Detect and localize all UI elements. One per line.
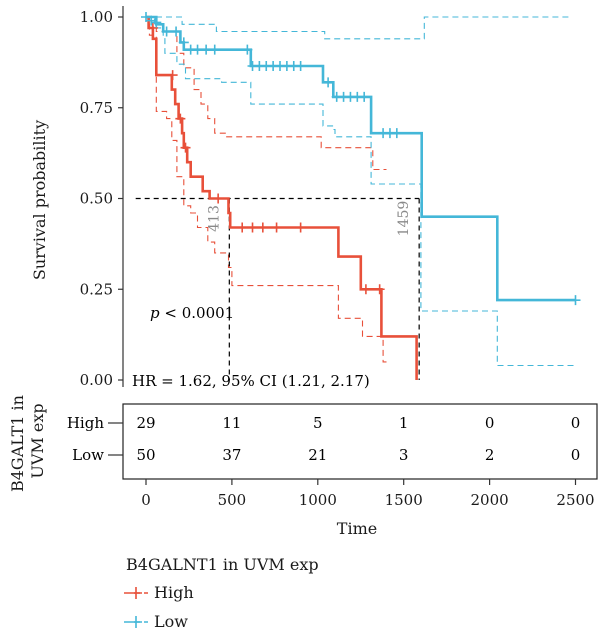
risk-row-label: Low: [72, 446, 104, 464]
y-tick-layer: 0.00 0.25 0.50 0.75 1.00: [80, 8, 123, 389]
legend-items: High Low: [124, 583, 194, 631]
risk-count-cell: 21: [308, 446, 327, 464]
censor-mark-high: [257, 222, 268, 233]
censor-mark-high: [180, 142, 191, 153]
censor-mark-high: [247, 222, 258, 233]
y-axis-title: Survival probability: [30, 120, 49, 280]
censor-mark-low: [201, 44, 212, 55]
p-value-annotation: p < 0.0001: [150, 304, 234, 322]
median-label: 1459: [396, 201, 412, 237]
censor-mark-high: [271, 222, 282, 233]
p-value-symbol: p: [150, 304, 160, 322]
censor-mark-low: [151, 17, 162, 28]
censor-mark-low: [391, 128, 402, 139]
x-tick-label: 500: [218, 491, 247, 509]
censor-mark-high: [237, 222, 248, 233]
censor-mark-low: [178, 37, 189, 48]
risk-table-title-line2: UVM exp: [28, 403, 47, 478]
x-tick-label: 2000: [471, 491, 509, 509]
censor-mark-low: [359, 91, 370, 102]
ci-lower-high: [146, 16, 387, 363]
censor-mark-low: [570, 295, 581, 306]
y-tick-label: 0.25: [80, 280, 113, 298]
risk-count-cell: 11: [222, 414, 241, 432]
censor-mark-high: [374, 284, 385, 295]
y-tick-label: 0.00: [80, 371, 113, 389]
censor-mark-low: [171, 26, 182, 37]
risk-table-title-line1: B4GALT1 in: [8, 395, 27, 492]
x-tick-label: 0: [141, 491, 151, 509]
censor-mark-low: [192, 44, 203, 55]
risk-count-cell: 0: [571, 414, 581, 432]
hazard-ratio-annotation: HR = 1.62, 95% CI (1.21, 2.17): [132, 372, 370, 390]
censor-mark-low: [242, 44, 253, 55]
censor-mark-low: [295, 61, 306, 72]
x-tick-label: 2500: [556, 491, 594, 509]
legend-title: B4GALNT1 in UVM exp: [126, 555, 319, 574]
legend-cross-high: [130, 587, 142, 599]
risk-count-cell: 50: [136, 446, 155, 464]
censor-mark-low: [146, 15, 157, 26]
censor-mark-high: [147, 22, 158, 33]
risk-count-cell: 37: [222, 446, 241, 464]
x-axis-title: Time: [337, 519, 377, 538]
risk-count-cell: 1: [399, 414, 409, 432]
censor-mark-low: [209, 44, 220, 55]
risk-row-label: High: [67, 414, 104, 432]
y-tick-label: 0.75: [80, 99, 113, 117]
survival-plot-panel: 413 1459 0.00 0.25 0.50 0.75 1.00 Survival pr…: [30, 6, 581, 390]
censor-mark-high: [213, 193, 224, 204]
risk-count-cell: 5: [313, 414, 323, 432]
y-tick-label: 1.00: [80, 8, 113, 26]
risk-table: High 29 11 5 1 0 0 Low 50 37 21 3 2 0 B4GALT1 in UVM …: [8, 390, 598, 538]
censor-mark-high: [167, 70, 178, 81]
legend-label-high: High: [154, 583, 194, 602]
median-lines-layer: 413 1459: [135, 197, 420, 380]
censor-mark-low: [323, 77, 334, 88]
risk-table-x-axis: 0 500 1000 1500 2000 2500: [141, 479, 595, 509]
legend-label-low: Low: [154, 612, 188, 631]
median-label: 413: [206, 205, 222, 232]
legend-cross-low: [130, 616, 142, 628]
legend: B4GALNT1 in UVM exp High Low: [124, 555, 319, 631]
censor-mark-low: [141, 12, 151, 22]
risk-count-cell: 0: [571, 446, 581, 464]
ci-lower-low: [146, 16, 576, 367]
p-value-text: < 0.0001: [160, 304, 235, 322]
censor-mark-high: [360, 284, 371, 295]
censor-mark-low: [161, 26, 172, 37]
risk-count-cell: 3: [399, 446, 409, 464]
ci-upper-low: [146, 16, 573, 40]
risk-count-cell: 29: [136, 414, 155, 432]
risk-count-cell: 2: [485, 446, 495, 464]
censor-mark-layer: [141, 12, 581, 306]
y-tick-label: 0.50: [80, 190, 113, 208]
x-tick-label: 1000: [299, 491, 337, 509]
risk-count-cell: 0: [485, 414, 495, 432]
x-tick-label: 1500: [385, 491, 423, 509]
censor-mark-high: [175, 113, 186, 124]
risk-table-cells: High 29 11 5 1 0 0 Low 50 37 21 3 2 0: [67, 414, 580, 464]
risk-table-title: B4GALT1 in UVM exp: [8, 390, 47, 492]
censor-mark-high: [295, 222, 306, 233]
risk-table-frame: [122, 403, 598, 480]
